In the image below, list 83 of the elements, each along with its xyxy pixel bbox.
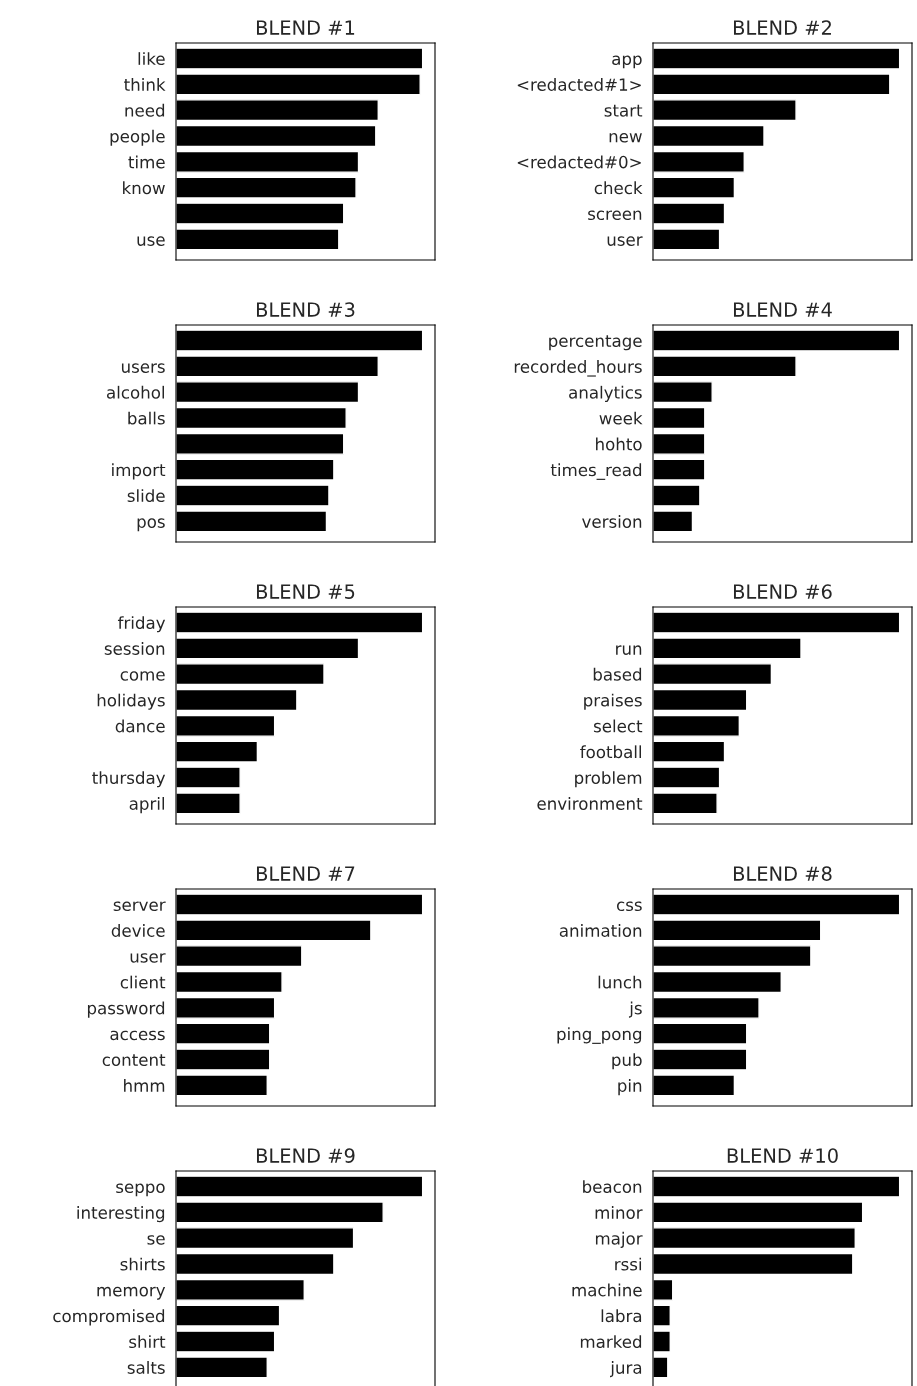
y-tick-label: like — [138, 52, 165, 66]
y-tick-label: praises — [584, 693, 642, 710]
y-tick-label: js — [628, 1001, 642, 1018]
y-tick-label: balls — [128, 411, 165, 425]
y-tick-label: need — [125, 103, 165, 117]
y-tick-label: <redacted#1> — [517, 78, 641, 91]
y-tick-label: know — [123, 181, 165, 195]
y-tick-label: <redacted#0> — [517, 155, 641, 169]
y-tick-label: time — [128, 155, 165, 169]
y-tick-label: session — [104, 642, 165, 655]
y-tick-label: machine — [572, 1283, 642, 1297]
y-tick-label: run — [616, 645, 642, 655]
y-tick-label: start — [604, 104, 643, 117]
y-tick-label: rssi — [615, 1257, 642, 1271]
y-tick-label: user — [130, 953, 166, 963]
y-tick-label: app — [612, 55, 642, 69]
y-tick-label: jura — [610, 1361, 642, 1378]
y-tick-label: labra — [601, 1309, 642, 1323]
y-tick-label: device — [111, 924, 165, 937]
y-tick-label: times_read — [550, 463, 642, 480]
y-tick-label: recorded_hours — [514, 360, 642, 377]
chart-title: BLEND #1 — [257, 20, 355, 35]
y-tick-label: come — [120, 671, 165, 681]
chart-title: BLEND #3 — [257, 302, 355, 317]
y-tick-label: client — [120, 975, 166, 989]
chart-title: BLEND #8 — [734, 866, 832, 881]
y-tick-label: hmm — [124, 1079, 165, 1092]
y-tick-label: compromised — [53, 1309, 165, 1326]
y-tick-label: ping_pong — [557, 1027, 642, 1044]
y-tick-label: check — [594, 181, 643, 195]
y-tick-label: version — [582, 515, 642, 528]
y-tick-label: lunch — [598, 975, 642, 989]
chart-title: BLEND #6 — [734, 584, 832, 599]
y-tick-label: slide — [127, 489, 165, 503]
y-tick-label: use — [137, 236, 165, 246]
y-tick-label: select — [593, 719, 643, 733]
y-tick-label: css — [616, 901, 642, 912]
y-tick-label: alcohol — [106, 385, 165, 399]
y-tick-label: animation — [559, 924, 642, 937]
y-tick-label: holidays — [97, 693, 165, 710]
y-tick-label: thursday — [92, 771, 166, 788]
y-tick-label: users — [121, 363, 165, 373]
chart-title: BLEND #4 — [734, 302, 832, 317]
y-tick-label: se — [147, 1235, 165, 1245]
chart-title: BLEND #9 — [257, 1148, 355, 1163]
y-tick-label: friday — [117, 616, 166, 633]
y-tick-label: shirt — [129, 1335, 166, 1349]
y-tick-label: analytics — [569, 385, 642, 402]
y-tick-label: environment — [537, 797, 643, 810]
y-tick-label: content — [102, 1054, 166, 1067]
y-tick-label: new — [609, 133, 642, 143]
y-tick-label: beacon — [583, 1180, 642, 1194]
chart-title: BLEND #2 — [734, 20, 831, 35]
y-tick-label: week — [599, 411, 643, 425]
y-tick-label: think — [124, 78, 166, 91]
y-tick-label: percentage — [549, 335, 642, 351]
y-tick-label: seppo — [116, 1183, 165, 1197]
y-tick-label: hohto — [596, 437, 642, 451]
y-tick-label: server — [113, 901, 166, 912]
chart-title: BLEND #7 — [257, 866, 355, 881]
y-tick-label: dance — [115, 719, 165, 733]
y-tick-label: minor — [595, 1206, 643, 1219]
chart-title: BLEND #5 — [257, 584, 355, 599]
y-tick-label: marked — [580, 1335, 642, 1349]
y-tick-label: screen — [588, 210, 642, 221]
y-tick-label: access — [110, 1030, 165, 1041]
y-tick-label: major — [595, 1231, 643, 1248]
y-tick-label: salts — [127, 1361, 165, 1374]
y-tick-label: problem — [575, 771, 642, 788]
y-tick-label: people — [110, 129, 165, 146]
y-tick-label: pos — [137, 518, 165, 532]
y-tick-label: april — [129, 797, 165, 814]
y-tick-label: interesting — [77, 1206, 165, 1223]
y-tick-label: user — [607, 236, 643, 246]
y-tick-label: password — [87, 1001, 165, 1018]
y-tick-label: based — [593, 667, 642, 681]
chart-title: BLEND #10 — [727, 1148, 838, 1163]
y-tick-label: shirts — [120, 1257, 165, 1271]
y-tick-label: football — [580, 745, 642, 759]
y-tick-label: memory — [97, 1286, 166, 1300]
y-tick-label: import — [112, 463, 166, 480]
y-tick-label: pin — [618, 1079, 642, 1096]
y-tick-label: pub — [612, 1053, 642, 1070]
